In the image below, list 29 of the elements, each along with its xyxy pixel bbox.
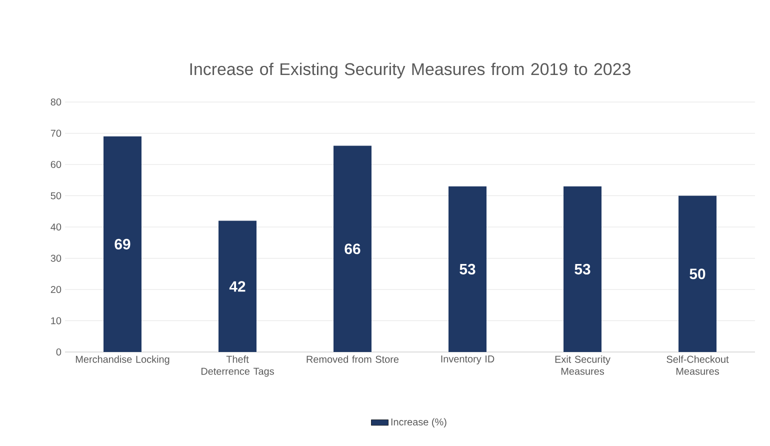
y-tick-label: 40: [50, 223, 62, 231]
x-tick-label: Inventory ID: [441, 356, 494, 364]
bar: [104, 136, 142, 352]
y-tick-label: 70: [50, 130, 62, 137]
y-tick-label: 60: [50, 160, 62, 168]
data-label: 66: [344, 244, 360, 254]
data-label: 50: [690, 268, 706, 280]
bar: [218, 220, 257, 352]
y-tick-label: 10: [51, 317, 62, 324]
x-tick-label: Self-Checkout Measures: [666, 356, 729, 375]
y-tick-label: 30: [50, 254, 62, 262]
x-tick-label: Exit Security Measures: [555, 356, 610, 375]
bar: [678, 196, 717, 352]
data-label: 69: [114, 238, 130, 250]
legend-label: Increase (%): [391, 418, 446, 428]
data-label: 53: [460, 264, 476, 274]
data-label: 42: [229, 281, 246, 292]
y-tick-label: 20: [50, 286, 62, 294]
x-tick-label: Removed from Store: [306, 356, 399, 363]
bar: [448, 186, 487, 352]
bar: [334, 146, 372, 352]
data-label: 53: [574, 264, 590, 274]
y-tick-label: 0: [56, 348, 62, 356]
bar: [564, 186, 602, 352]
y-tick-label: 80: [50, 98, 62, 106]
x-tick-label: Theft Deterrence Tags: [201, 356, 274, 377]
y-tick-label: 50: [50, 192, 62, 200]
chart-title: Increase of Existing Security Measures from 2019 to 2023: [190, 62, 630, 79]
x-tick-label: Merchandise Locking: [76, 356, 170, 365]
